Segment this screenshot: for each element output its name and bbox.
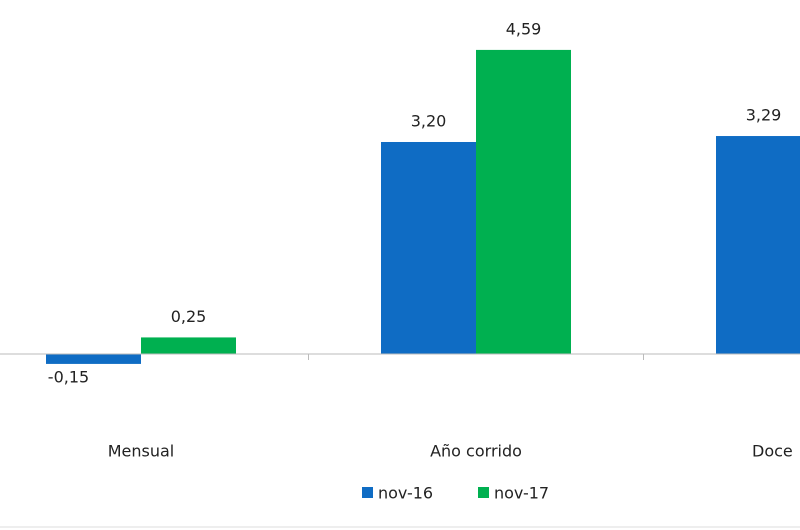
data-label: -0,15 <box>48 367 89 386</box>
legend-swatch <box>478 487 489 498</box>
legend-label: nov-17 <box>494 484 549 503</box>
x-tick-label: Año corrido <box>430 442 522 461</box>
bar <box>381 141 476 354</box>
bar <box>716 136 800 354</box>
bar <box>46 353 141 364</box>
bar <box>141 337 236 354</box>
data-label: 4,59 <box>506 19 542 38</box>
x-tick-label: Mensual <box>108 442 175 461</box>
legend-swatch <box>362 487 373 498</box>
data-label: 0,25 <box>171 307 207 326</box>
legend-label: nov-16 <box>378 484 433 503</box>
data-label: 3,29 <box>746 106 782 125</box>
data-label: 3,20 <box>411 111 447 130</box>
bar <box>476 49 571 354</box>
x-tick-label: Doce <box>752 442 793 461</box>
